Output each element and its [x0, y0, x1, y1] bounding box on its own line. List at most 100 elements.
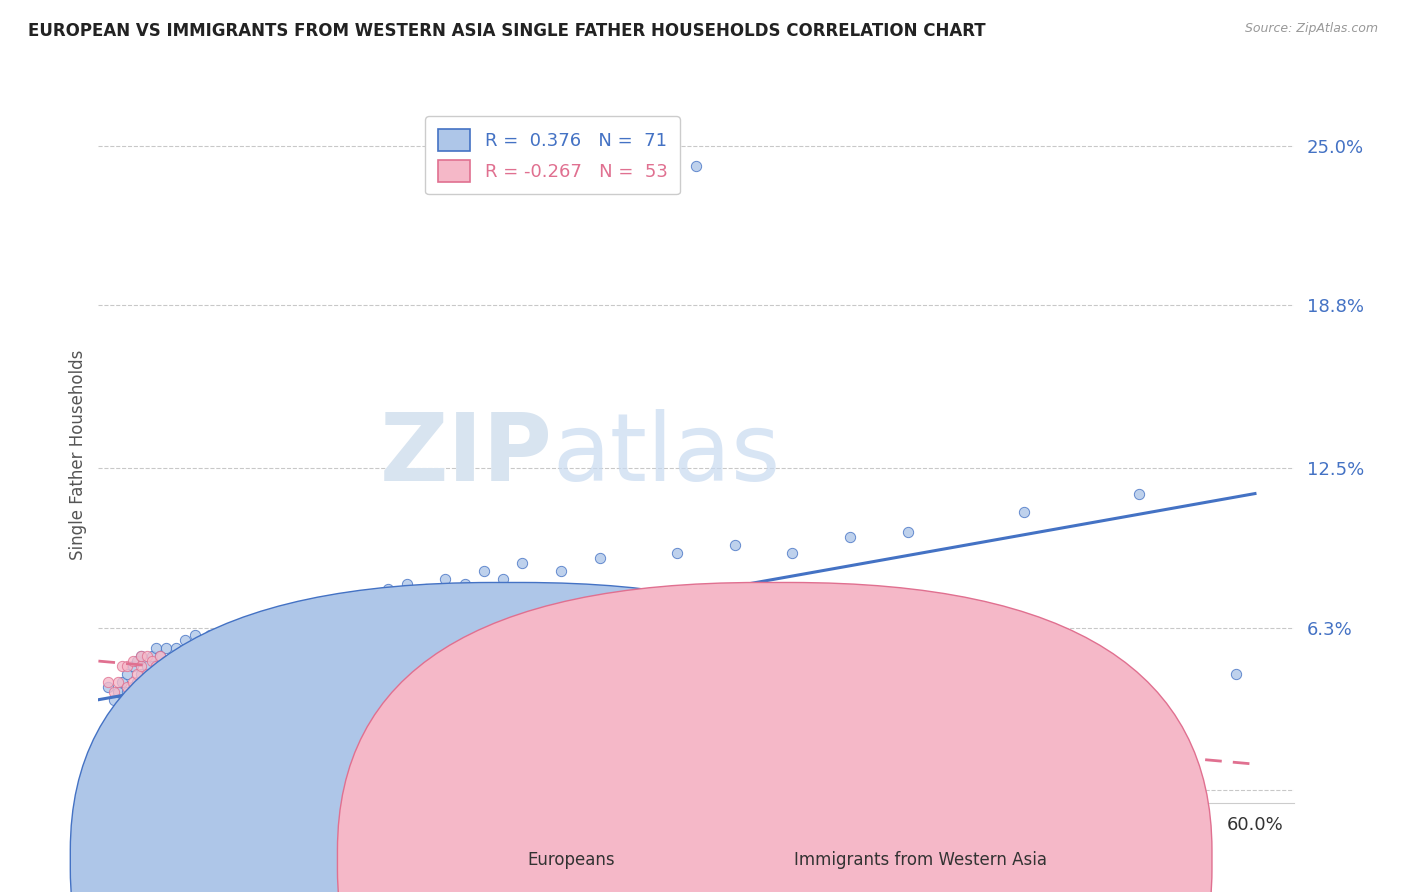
Legend: R =  0.376   N =  71, R = -0.267   N =  53: R = 0.376 N = 71, R = -0.267 N = 53 [425, 116, 681, 194]
Point [141, 667, 163, 681]
Text: Source: ZipAtlas.com: Source: ZipAtlas.com [1244, 22, 1378, 36]
Point [212, 628, 235, 642]
Text: atlas: atlas [553, 409, 780, 501]
Point [897, 525, 920, 540]
Point [160, 659, 183, 673]
Point [512, 556, 534, 570]
Point [141, 667, 163, 681]
Point [395, 576, 418, 591]
Point [202, 685, 225, 699]
Point [184, 628, 207, 642]
Point [453, 576, 475, 591]
Point [260, 615, 283, 630]
Point [149, 648, 172, 663]
Point [512, 737, 534, 751]
Point [122, 659, 145, 673]
Point [125, 674, 148, 689]
Point [165, 641, 187, 656]
Point [222, 623, 245, 637]
Point [129, 648, 152, 663]
Point [550, 564, 572, 578]
Point [117, 685, 139, 699]
Point [129, 648, 152, 663]
Text: Immigrants from Western Asia: Immigrants from Western Asia [794, 851, 1047, 869]
Point [212, 674, 235, 689]
Point [226, 633, 249, 648]
Point [299, 602, 322, 616]
Point [122, 674, 145, 689]
Point [107, 685, 129, 699]
Point [160, 654, 183, 668]
Point [222, 680, 245, 694]
Point [839, 530, 862, 544]
Point [174, 648, 197, 663]
Point [122, 680, 145, 694]
Point [141, 648, 163, 663]
Point [917, 770, 939, 784]
Point [588, 551, 610, 566]
Point [125, 667, 148, 681]
Point [103, 692, 125, 706]
Point [434, 572, 457, 586]
Point [337, 706, 360, 720]
Point [472, 731, 495, 746]
Point [472, 564, 495, 578]
Point [723, 757, 745, 772]
Point [193, 633, 215, 648]
Point [141, 654, 163, 668]
Point [218, 685, 240, 699]
Point [1128, 486, 1150, 500]
Text: Europeans: Europeans [527, 851, 614, 869]
Point [125, 654, 148, 668]
Point [492, 572, 515, 586]
Point [169, 659, 191, 673]
Point [290, 615, 312, 630]
Point [97, 680, 120, 694]
Point [149, 648, 172, 663]
Point [117, 667, 139, 681]
Point [129, 667, 152, 681]
Point [145, 641, 167, 656]
Point [165, 648, 187, 663]
Point [299, 700, 322, 714]
Point [103, 685, 125, 699]
Point [1225, 667, 1247, 681]
Point [1147, 770, 1170, 784]
Point [184, 667, 207, 681]
Point [415, 582, 437, 596]
Point [117, 659, 139, 673]
Point [135, 648, 157, 663]
Point [122, 654, 145, 668]
Point [252, 623, 274, 637]
Y-axis label: Single Father Households: Single Father Households [69, 350, 87, 560]
Point [319, 598, 342, 612]
Point [434, 726, 457, 740]
Point [377, 582, 399, 596]
Point [180, 641, 202, 656]
Point [723, 538, 745, 552]
Point [174, 667, 197, 681]
Point [238, 615, 260, 630]
Point [218, 633, 240, 648]
Point [155, 654, 177, 668]
Point [174, 633, 197, 648]
Point [242, 692, 264, 706]
Point [107, 674, 129, 689]
Point [665, 546, 688, 560]
Point [395, 718, 418, 732]
Point [145, 659, 167, 673]
Point [357, 590, 380, 604]
Point [165, 659, 187, 673]
Point [232, 628, 254, 642]
Point [187, 641, 209, 656]
Point [280, 685, 302, 699]
Point [200, 674, 222, 689]
Point [1012, 505, 1035, 519]
Point [155, 659, 177, 673]
Point [252, 685, 274, 699]
Point [129, 659, 152, 673]
Point [782, 546, 804, 560]
Point [270, 700, 292, 714]
Point [280, 607, 302, 622]
Point [155, 641, 177, 656]
